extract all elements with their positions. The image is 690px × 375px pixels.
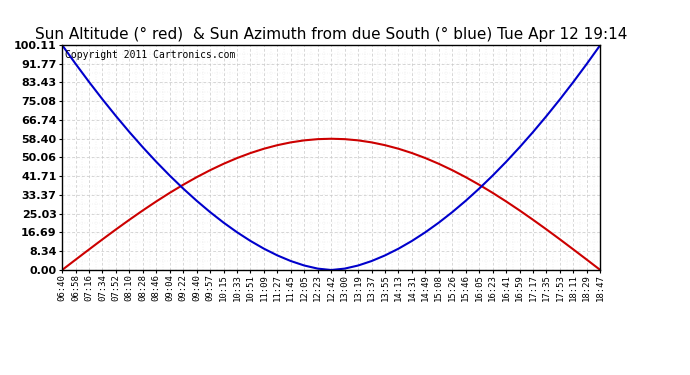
- Title: Sun Altitude (° red)  & Sun Azimuth from due South (° blue) Tue Apr 12 19:14: Sun Altitude (° red) & Sun Azimuth from …: [35, 27, 627, 42]
- Text: Copyright 2011 Cartronics.com: Copyright 2011 Cartronics.com: [65, 50, 235, 60]
